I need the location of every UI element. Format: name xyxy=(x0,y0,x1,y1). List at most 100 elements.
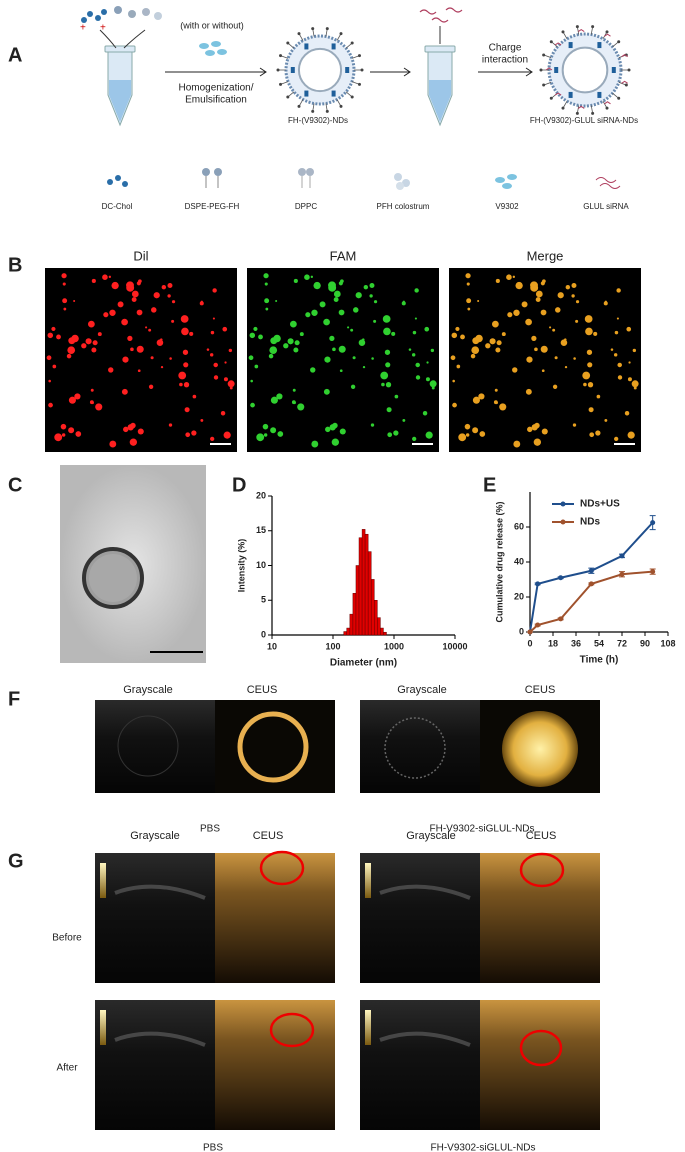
fluorescent-dot xyxy=(571,282,577,288)
peg xyxy=(345,91,352,97)
fluorescent-dot xyxy=(264,298,270,304)
fluorescent-dot xyxy=(513,309,520,316)
ceus-filled xyxy=(502,711,578,787)
fluorescent-dot xyxy=(362,338,365,341)
fluorescent-dot xyxy=(338,345,346,353)
fluorescent-dot xyxy=(541,428,548,435)
fluorescent-dot xyxy=(521,301,528,308)
fluorescent-dot xyxy=(452,402,457,408)
fluorescent-dot xyxy=(294,340,300,346)
fluorescent-dot xyxy=(560,339,568,346)
fluorescent-dot xyxy=(617,375,623,380)
fluorescent-dot xyxy=(554,356,558,360)
x-tick-label: 0 xyxy=(527,638,532,648)
fluorescent-dot xyxy=(555,307,561,313)
row-label: Before xyxy=(52,933,82,944)
fluorescent-dot xyxy=(263,273,269,279)
fluorescent-dot xyxy=(223,431,231,439)
fluorescent-dot xyxy=(426,361,429,364)
fluorescent-dot xyxy=(210,330,215,335)
peg xyxy=(551,42,558,48)
y-axis-title: Cumulative drug release (%) xyxy=(494,501,504,622)
roi xyxy=(519,1029,563,1067)
group-label: PBS xyxy=(200,824,220,835)
drug xyxy=(597,42,602,49)
data-point xyxy=(588,568,594,574)
peg xyxy=(299,99,304,106)
fluorescent-dot xyxy=(213,362,218,368)
fluorescent-dot xyxy=(270,396,278,404)
fluorescent-dot xyxy=(200,418,204,422)
x-tick-label: 10000 xyxy=(442,641,467,651)
fluorescent-dot xyxy=(323,388,330,395)
y-tick-label: 10 xyxy=(256,560,266,570)
column-title: Grayscale xyxy=(406,830,456,842)
component-icons: + + xyxy=(80,6,162,34)
fluorescent-dot xyxy=(369,294,373,298)
sirna xyxy=(621,54,628,58)
fluorescent-dot xyxy=(350,384,356,389)
fluorescent-dot xyxy=(171,319,175,323)
roi xyxy=(259,850,305,886)
histogram-bar xyxy=(370,579,375,636)
data-point xyxy=(650,520,656,526)
fluorescent-dot xyxy=(533,438,542,446)
peg xyxy=(336,34,341,41)
fluorescent-dot xyxy=(148,328,152,332)
fluorescent-dot xyxy=(626,326,632,332)
fluorescent-dot xyxy=(66,353,72,359)
image-title: Merge xyxy=(527,248,564,263)
fluorescent-dot xyxy=(386,407,392,413)
peg xyxy=(288,43,295,49)
ligand xyxy=(297,32,301,36)
fluorescent-dot xyxy=(63,307,67,311)
y-tick-label: 20 xyxy=(514,591,524,601)
peg xyxy=(312,103,315,111)
tissue xyxy=(114,1031,206,1047)
histogram-bar xyxy=(380,627,384,636)
fluorescent-dot xyxy=(224,361,227,364)
fluorescent-dot xyxy=(56,334,61,340)
fluorescent-dot xyxy=(455,326,460,332)
fluorescent-dot xyxy=(290,339,294,342)
fluorescent-dot xyxy=(595,430,601,436)
ligand xyxy=(539,68,543,72)
histogram-bar xyxy=(349,613,354,636)
data-point xyxy=(535,622,541,628)
ligand xyxy=(339,104,343,108)
drug xyxy=(568,91,573,98)
fluorescent-dot xyxy=(362,365,366,369)
fluorescent-dot xyxy=(227,380,235,388)
fluorescent-dot xyxy=(603,301,608,306)
fluorescent-dot xyxy=(425,377,430,382)
grayscale-image xyxy=(360,853,480,983)
y-tick-label: 15 xyxy=(256,525,266,535)
fluorescent-dot xyxy=(108,275,112,279)
sirna xyxy=(577,28,585,33)
panel-label: D xyxy=(232,474,246,496)
fluorescent-dot xyxy=(540,281,545,286)
x-axis-title: Time (h) xyxy=(580,655,619,666)
fluorescent-dot xyxy=(262,423,269,430)
fluorescent-dot xyxy=(415,375,421,380)
data-point xyxy=(558,616,564,622)
fluorescent-dot xyxy=(535,297,541,303)
fluorescent-dot xyxy=(183,362,189,368)
fluorescent-dot xyxy=(254,364,259,369)
fluorescent-dot xyxy=(332,347,336,352)
charts: 0 5 10 15 20 10 100 1000 10000 Diameter (nm) Inten… xyxy=(236,490,675,668)
fluorescent-dot xyxy=(499,403,507,411)
fluorescent-dot xyxy=(91,278,96,284)
fluorescent-dot xyxy=(329,424,336,431)
fluorescent-dot xyxy=(512,367,518,373)
fluorescent-dot xyxy=(108,367,114,373)
fluorescent-dot xyxy=(575,319,579,323)
drug xyxy=(597,91,602,98)
fluorescent-dot xyxy=(126,281,134,290)
data-point xyxy=(558,575,564,581)
micrograph xyxy=(449,268,641,452)
fluorescent-dot xyxy=(123,426,129,433)
fluorescent-dot xyxy=(549,326,552,329)
fluorescent-dot xyxy=(185,432,191,438)
ceus-image xyxy=(215,853,335,983)
